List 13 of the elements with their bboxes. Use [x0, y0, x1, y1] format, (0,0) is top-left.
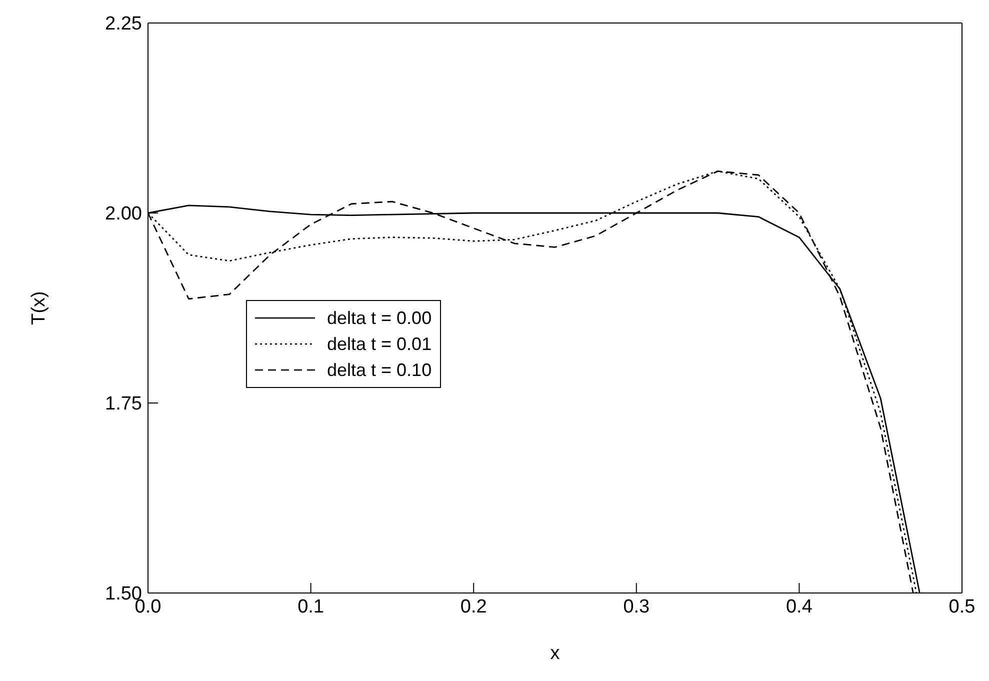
y-axis-title: T(x)	[28, 291, 50, 325]
legend-label: delta t = 0.00	[327, 308, 432, 328]
legend-label: delta t = 0.10	[327, 360, 432, 380]
legend-label: delta t = 0.01	[327, 334, 432, 354]
y-tick-label: 2.25	[105, 14, 142, 35]
x-tick-label: 0.5	[948, 596, 976, 618]
x-tick-label: 0.3	[623, 596, 650, 618]
y-tick-label: 1.75	[105, 394, 142, 415]
x-tick-label: 0.2	[460, 596, 487, 618]
x-axis-title: x	[550, 643, 560, 664]
x-tick-label: 0.1	[298, 596, 324, 618]
x-tick-label: 0.4	[786, 596, 813, 618]
y-tick-label: 2.00	[105, 204, 142, 225]
